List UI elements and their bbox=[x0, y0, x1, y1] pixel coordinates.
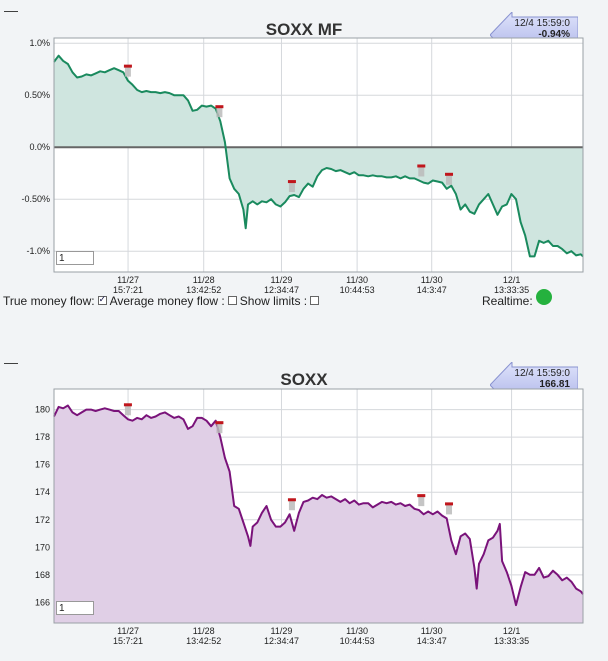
y-tick-label: -0.50% bbox=[21, 194, 50, 204]
y-tick-label: 178 bbox=[35, 432, 50, 442]
y-tick-label: 168 bbox=[35, 570, 50, 580]
y-tick-label: 1.0% bbox=[29, 38, 50, 48]
collapse-dash-icon[interactable]: — bbox=[4, 354, 18, 370]
x-tick-time: 13:33:35 bbox=[494, 285, 529, 295]
chart-title: SOXX bbox=[280, 370, 328, 389]
y-tick-label: 0.0% bbox=[29, 142, 50, 152]
plot-border bbox=[53, 388, 584, 624]
x-tick-date: 11/29 bbox=[271, 626, 293, 636]
callout-time: 12/4 15:59:0 bbox=[514, 18, 570, 29]
y-tick-label: 166 bbox=[35, 597, 50, 607]
event-marker-icon[interactable] bbox=[417, 164, 426, 177]
x-tick-time: 13:33:35 bbox=[494, 636, 529, 646]
x-tick-date: 11/30 bbox=[421, 275, 443, 285]
true-mf-label: True money flow: bbox=[3, 294, 95, 308]
event-marker-icon[interactable] bbox=[445, 502, 454, 515]
realtime-status-icon[interactable] bbox=[536, 289, 552, 305]
series-area bbox=[54, 55, 583, 257]
x-tick-date: 11/27 bbox=[117, 275, 139, 285]
callout-value: -0.94% bbox=[538, 29, 570, 40]
callout-value: 166.81 bbox=[539, 379, 570, 390]
plot-border bbox=[53, 37, 584, 273]
x-tick-date: 11/29 bbox=[271, 275, 293, 285]
mf-chart-panel: — SOXX MF 12/4 15:59:0 -0.94% 1.0% 0.50% 0… bbox=[0, 0, 608, 310]
x-tick-time: 14:3:47 bbox=[417, 636, 447, 646]
x-tick-date: 11/30 bbox=[346, 626, 368, 636]
price-range-input[interactable]: 1 bbox=[56, 601, 94, 615]
x-tick-date: 11/30 bbox=[346, 275, 368, 285]
x-tick-date: 11/28 bbox=[193, 626, 215, 636]
series-line bbox=[53, 404, 584, 607]
mf-plot: 1.0% 0.50% 0.0% -0.50% -1.0% 11/27 15:7:21 11/2… bbox=[0, 37, 608, 310]
y-tick-label: 170 bbox=[35, 542, 50, 552]
mf-range-input[interactable]: 1 bbox=[56, 251, 94, 265]
x-tick-time: 15:7:21 bbox=[113, 285, 143, 295]
event-marker-icon[interactable] bbox=[445, 172, 454, 185]
price-chart-panel: — SOXX 12/4 15:59:0 166.81 180 178 176 174 1… bbox=[0, 350, 608, 658]
callout-time: 12/4 15:59:0 bbox=[514, 368, 570, 379]
y-tick-label: 174 bbox=[35, 487, 50, 497]
y-tick-label: 0.50% bbox=[24, 90, 50, 100]
y-tick-label: 180 bbox=[35, 405, 50, 415]
x-tick-time: 14:3:47 bbox=[417, 285, 447, 295]
collapse-dash-icon[interactable]: — bbox=[4, 2, 18, 18]
show-limits-label: Show limits : bbox=[239, 294, 308, 308]
chart-title: SOXX MF bbox=[265, 20, 343, 39]
y-tick-label: -1.0% bbox=[26, 246, 50, 256]
x-tick-time: 13:42:52 bbox=[186, 285, 221, 295]
event-marker-icon[interactable] bbox=[215, 421, 224, 434]
event-marker-icon[interactable] bbox=[287, 180, 296, 193]
x-tick-time: 12:34:47 bbox=[264, 285, 299, 295]
y-tick-label: 176 bbox=[35, 460, 50, 470]
event-marker-icon[interactable] bbox=[123, 64, 132, 77]
x-tick-time: 10:44:53 bbox=[340, 636, 375, 646]
avg-mf-label: Average money flow : bbox=[109, 294, 225, 308]
x-tick-date: 11/30 bbox=[421, 626, 443, 636]
x-tick-date: 11/27 bbox=[117, 626, 139, 636]
y-tick-label: 172 bbox=[35, 515, 50, 525]
show-limits-checkbox[interactable] bbox=[310, 296, 320, 306]
event-marker-icon[interactable] bbox=[287, 498, 296, 511]
price-plot: 180 178 176 174 172 170 168 166 11/27 15:7:21 11/2… bbox=[0, 388, 608, 661]
event-marker-icon[interactable] bbox=[417, 494, 426, 507]
x-tick-date: 12/1 bbox=[503, 626, 521, 636]
x-tick-date: 12/1 bbox=[503, 275, 521, 285]
x-tick-time: 10:44:53 bbox=[340, 285, 375, 295]
event-marker-icon[interactable] bbox=[215, 105, 224, 118]
x-tick-time: 15:7:21 bbox=[113, 636, 143, 646]
x-tick-date: 11/28 bbox=[193, 275, 215, 285]
x-tick-time: 13:42:52 bbox=[186, 636, 221, 646]
realtime-label: Realtime: bbox=[482, 294, 533, 308]
event-marker-icon[interactable] bbox=[123, 403, 132, 416]
x-tick-time: 12:34:47 bbox=[264, 636, 299, 646]
true-mf-checkbox[interactable] bbox=[97, 294, 107, 306]
series-line bbox=[53, 54, 584, 258]
series-area bbox=[54, 405, 583, 623]
avg-mf-checkbox[interactable] bbox=[227, 296, 237, 306]
controls-row: True money flow: Average money flow : Show… bbox=[3, 294, 322, 308]
